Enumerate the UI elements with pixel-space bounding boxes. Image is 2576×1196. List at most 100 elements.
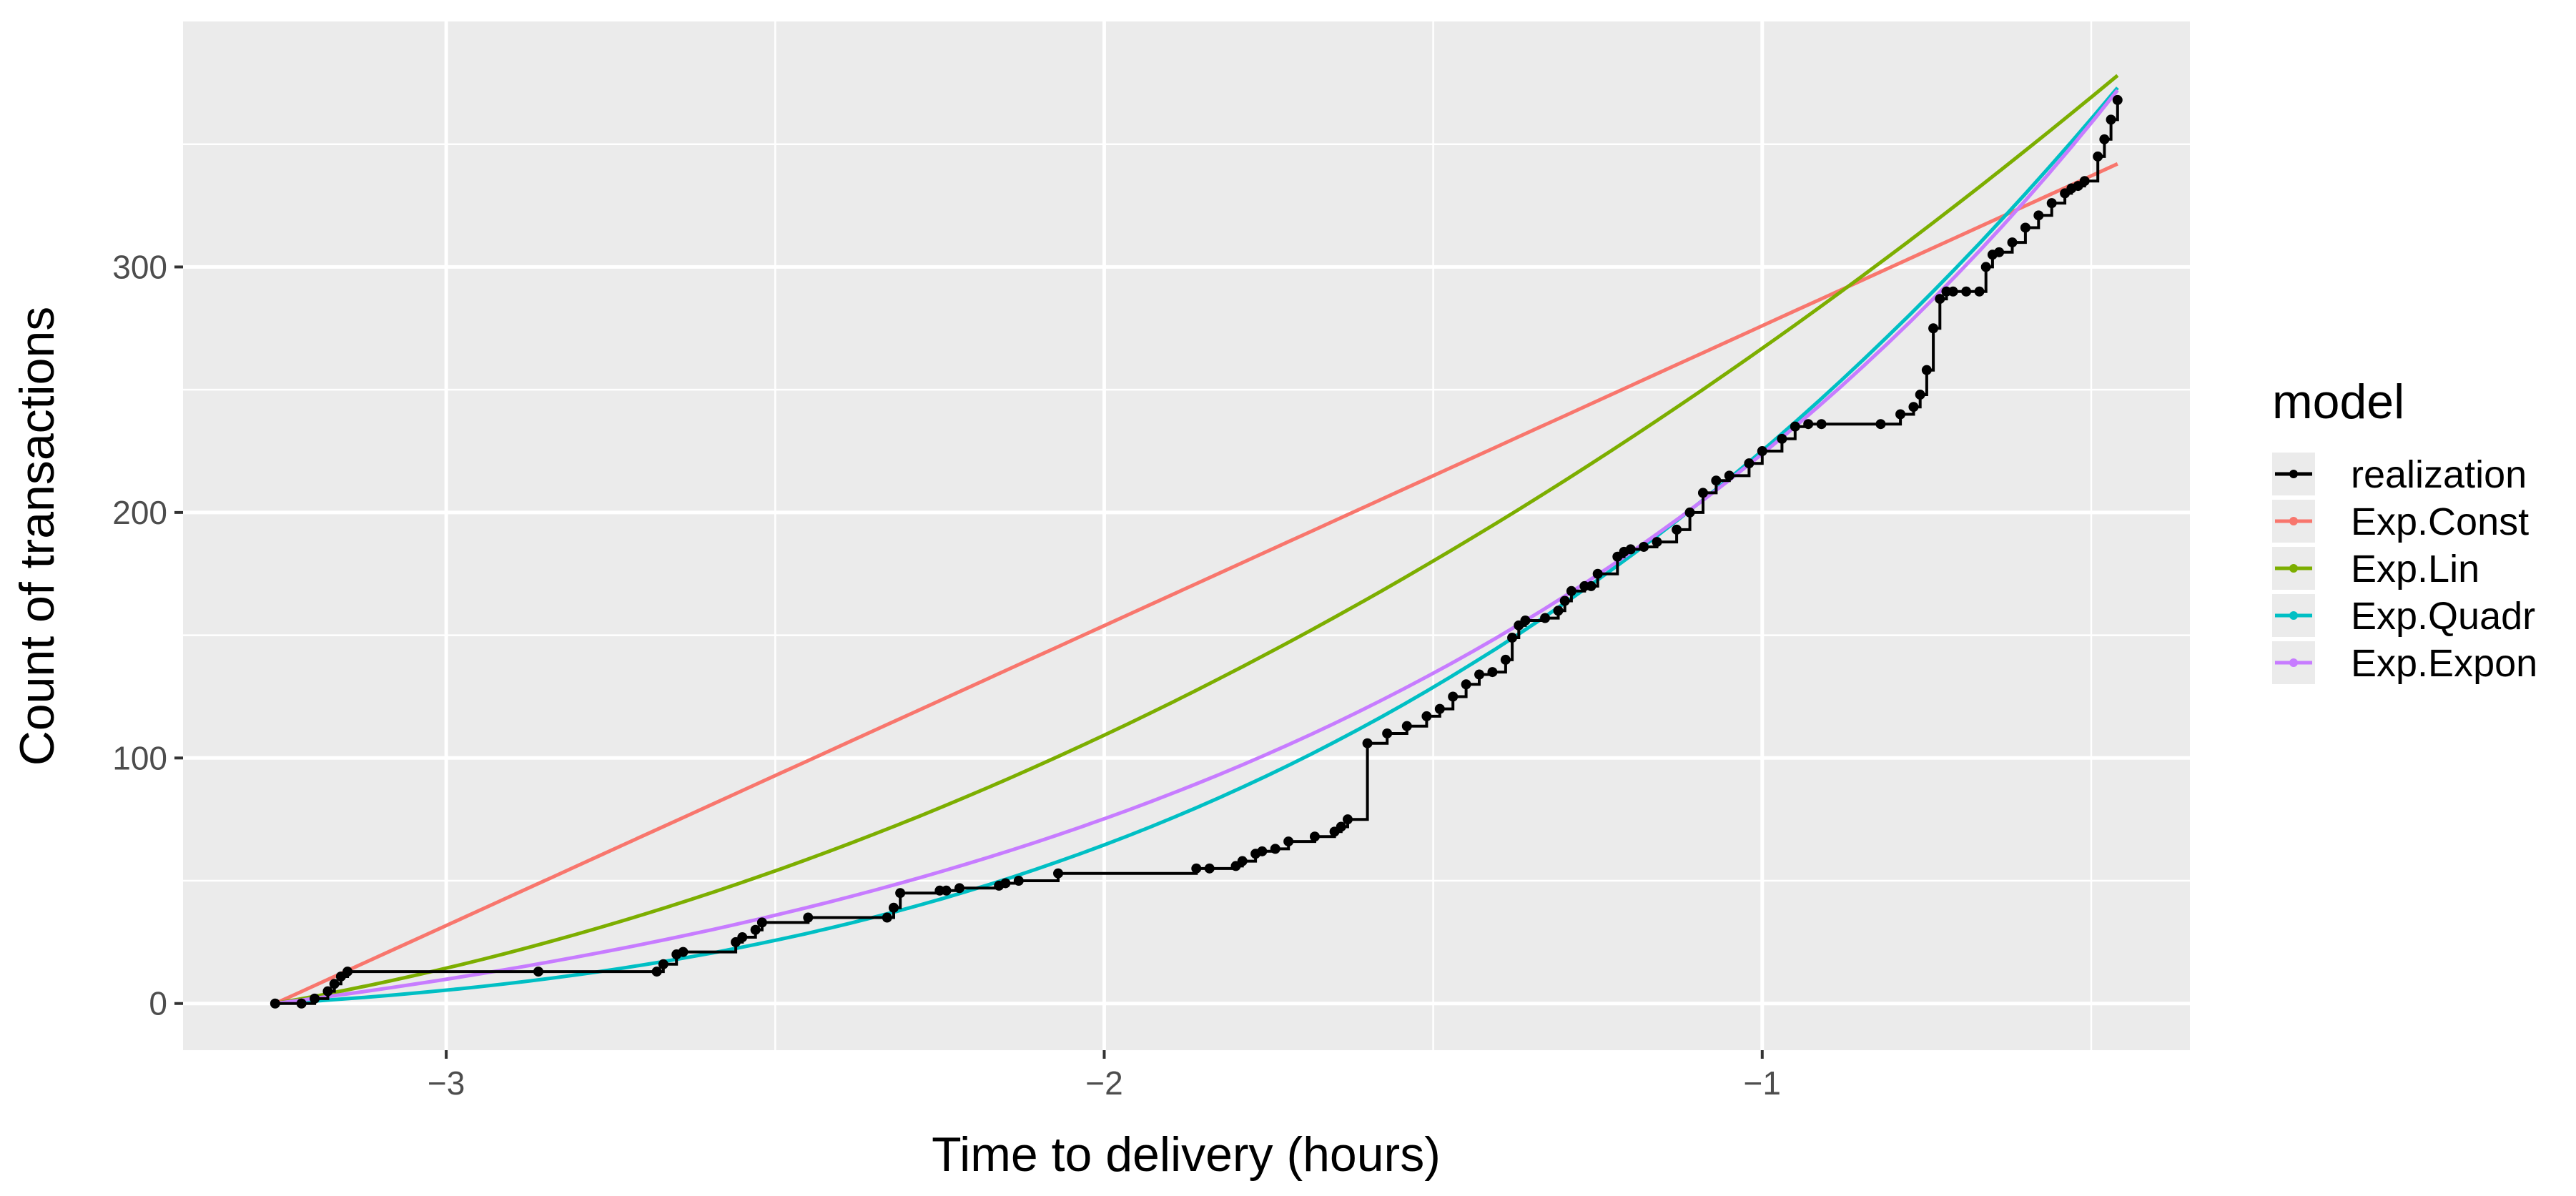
y-tick-label: 100 [112,739,167,776]
realization-point [2046,198,2057,209]
realization-point [888,902,899,913]
realization-point [1684,507,1695,518]
realization-point [2099,134,2110,144]
realization-point [1448,691,1459,702]
realization-point [1553,606,1564,616]
series-line-Exp.Expon [275,89,2119,1006]
realization-point [1362,738,1373,748]
realization-point [1757,446,1767,457]
legend-title: model [2272,375,2404,429]
legend-label: Exp.Lin [2351,548,2479,590]
realization-point [1803,419,1814,430]
realization-point [1013,876,1024,886]
realization-point [1816,419,1827,430]
realization-point [1908,402,1919,412]
y-tick-label: 0 [149,985,167,1022]
x-tick-label: −1 [1744,1064,1781,1102]
realization-point [1520,615,1531,626]
realization-point [1639,541,1649,552]
series-line-Exp.Const [274,162,2118,1005]
realization-point [270,998,280,1009]
realization-point [1711,475,1722,486]
realization-point [1974,286,1985,297]
realization-point [651,967,662,977]
realization-point [2020,222,2030,233]
panel-background [183,21,2190,1050]
realization-point [1053,868,1064,879]
realization-point [533,967,543,977]
realization-point [1000,878,1011,889]
realization-point [1948,286,1958,297]
realization-point [1652,537,1662,548]
realization-point [1980,262,1991,272]
legend-key-point [2289,611,2298,620]
realization-point [678,947,689,957]
x-tick-label: −2 [1085,1064,1122,1102]
realization-point [1566,585,1576,596]
realization-point [1191,863,1202,874]
legend-key-point [2289,658,2298,667]
x-axis-title: Time to delivery (hours) [932,1127,1441,1182]
realization-point [895,888,906,899]
realization-point [1434,703,1445,714]
series-line-Exp.Quadr [275,87,2119,1006]
realization-point [737,932,748,943]
realization-point [1625,544,1636,555]
realization-point [1204,863,1215,874]
realization-point [1895,409,1906,420]
realization-point [1672,524,1682,535]
realization-point [1257,846,1268,856]
realization-point [1507,633,1518,643]
realization-point [1421,711,1432,721]
realization-point [803,912,814,923]
realization-point [1592,568,1603,579]
realization-point [1790,421,1800,432]
legend-key-point [2289,564,2298,573]
x-axis: −3 −2 −1 [428,1050,1781,1102]
realization-point [1401,721,1412,731]
realization-point [1928,323,1939,334]
realization-point [1559,595,1570,606]
realization-point [2079,176,2090,187]
realization-point [2093,151,2103,162]
realization-point [1935,294,1945,305]
legend-label: Exp.Expon [2351,642,2537,685]
realization-point [1342,814,1353,825]
realization-point [1500,654,1511,665]
x-tick-label: −3 [428,1064,465,1102]
grid-minor [183,21,2190,1050]
realization-point [658,959,668,969]
series-line-Exp.Lin [275,74,2119,1006]
realization-point [1382,728,1393,738]
realization-point [1336,821,1346,832]
realization-point [1237,856,1248,866]
realization-point [310,993,320,1004]
realization-point [1915,390,1925,400]
realization-point [2033,210,2044,221]
realization-point [322,986,333,997]
realization-point [329,979,340,989]
y-axis-title: Count of transactions [10,307,64,766]
realization-point [342,967,353,977]
realization-point [1777,433,1787,444]
realization-point [1270,844,1280,854]
realization-point [2007,237,2018,248]
realization-point [1697,488,1708,498]
realization-point [2106,114,2116,125]
grid-major [183,21,2190,1050]
realization-point [882,912,892,923]
realization-point [750,924,761,935]
legend-key-point [2289,470,2298,478]
realization-point [756,917,767,928]
realization-point [941,885,952,896]
realization-point [1744,458,1755,469]
legend-key-point [2289,517,2298,525]
legend-label: Exp.Quadr [2351,595,2535,638]
realization-point [1875,419,1886,430]
realization-point [1724,470,1734,481]
realization-point [954,883,964,894]
realization-point [1540,613,1551,623]
y-tick-label: 200 [112,494,167,531]
